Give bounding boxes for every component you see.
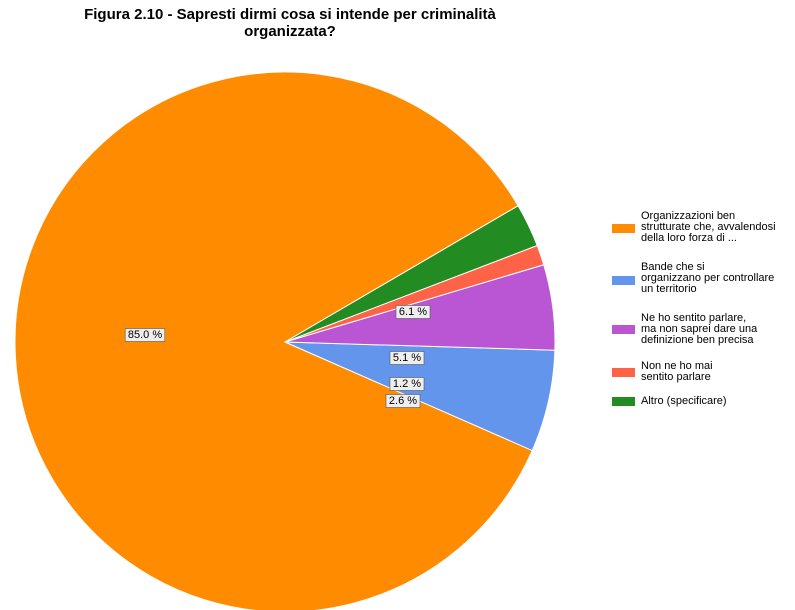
slice-label-box-non-ne-ho: [389, 377, 425, 391]
legend-label-altro: Altro (specificare): [641, 395, 727, 407]
slice-label-text-organizzazioni: 85.0 %: [128, 329, 162, 341]
chart-title-line-1: Figura 2.10 - Sapresti dirmi cosa si int…: [84, 6, 496, 23]
legend-swatch-non-ne-ho: [612, 368, 635, 377]
legend-swatch-organizzazioni: [612, 224, 635, 233]
legend-label-non-ne-ho: Non ne ho mai sentito parlare: [641, 360, 713, 383]
legend-label-bande: Bande che si organizzano per controllare…: [641, 261, 775, 295]
slice-label-non-ne-ho: 1.2 %: [389, 377, 425, 391]
slice-label-altro: 2.6 %: [385, 394, 421, 408]
legend-swatch-bande: [612, 276, 635, 285]
slice-label-box-bande: [395, 305, 431, 319]
slice-label-box-altro: [385, 394, 421, 408]
chart-title: Figura 2.10 - Sapresti dirmi cosa si int…: [40, 6, 540, 40]
slice-label-text-ne-ho-sentito: 5.1 %: [393, 352, 421, 364]
chart-title-line-2: organizzata?: [244, 23, 336, 40]
legend-swatch-altro: [612, 397, 635, 406]
slice-label-text-altro: 2.6 %: [389, 395, 417, 407]
slice-label-ne-ho-sentito: 5.1 %: [389, 351, 425, 365]
slice-label-text-bande: 6.1 %: [399, 306, 427, 318]
legend-label-organizzazioni: Organizzazioni ben strutturate che, avva…: [641, 210, 776, 244]
slice-label-text-non-ne-ho: 1.2 %: [393, 378, 421, 390]
pie-slice-altro: [284, 205, 538, 343]
legend-swatch-ne-ho-sentito: [612, 325, 635, 334]
slice-label-box-organizzazioni: [124, 328, 166, 342]
pie-slice-organizzazioni: [14, 71, 533, 610]
slice-label-box-ne-ho-sentito: [389, 351, 425, 365]
slice-label-organizzazioni: 85.0 %: [124, 328, 166, 342]
legend-label-ne-ho-sentito: Ne ho sentito parlare, ma non saprei dar…: [641, 312, 758, 346]
slice-label-bande: 6.1 %: [395, 305, 431, 319]
